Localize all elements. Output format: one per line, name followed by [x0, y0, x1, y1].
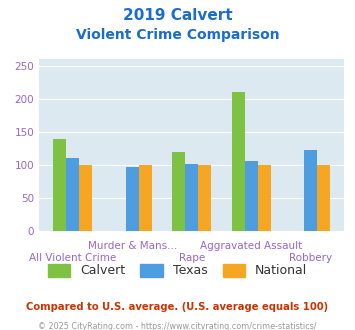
Text: Robbery: Robbery	[289, 253, 332, 263]
Bar	[66, 158, 79, 231]
Text: All Violent Crime: All Violent Crime	[29, 253, 116, 263]
Bar	[304, 150, 317, 231]
Bar	[231, 92, 245, 231]
Bar	[245, 161, 258, 231]
Text: Rape: Rape	[179, 253, 205, 263]
Bar	[172, 152, 185, 231]
Text: Aggravated Assault: Aggravated Assault	[200, 241, 302, 251]
Bar	[139, 165, 152, 231]
Bar	[317, 165, 331, 231]
Text: Compared to U.S. average. (U.S. average equals 100): Compared to U.S. average. (U.S. average …	[26, 302, 329, 312]
Text: Violent Crime Comparison: Violent Crime Comparison	[76, 28, 279, 42]
Text: 2019 Calvert: 2019 Calvert	[123, 8, 232, 23]
Bar	[198, 165, 211, 231]
Bar	[258, 165, 271, 231]
Bar	[79, 165, 92, 231]
Bar	[53, 139, 66, 231]
Legend: Calvert, Texas, National: Calvert, Texas, National	[43, 259, 312, 282]
Bar	[126, 167, 139, 231]
Bar	[185, 164, 198, 231]
Text: © 2025 CityRating.com - https://www.cityrating.com/crime-statistics/: © 2025 CityRating.com - https://www.city…	[38, 322, 317, 330]
Text: Murder & Mans...: Murder & Mans...	[88, 241, 177, 251]
